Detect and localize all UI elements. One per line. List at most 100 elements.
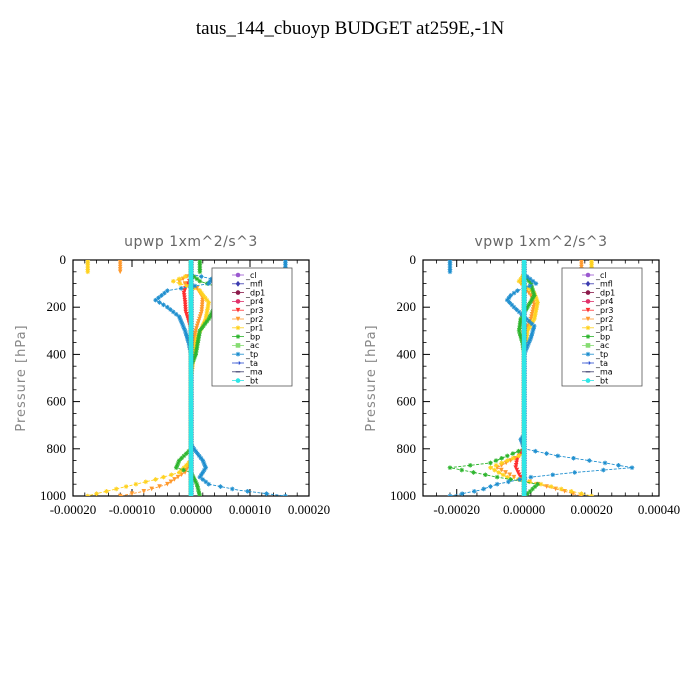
data-point bbox=[194, 323, 200, 329]
data-point bbox=[191, 446, 197, 452]
legend-marker bbox=[585, 316, 591, 322]
data-point bbox=[245, 488, 250, 494]
data-point bbox=[535, 481, 540, 487]
data-point bbox=[527, 323, 533, 329]
data-point bbox=[182, 295, 187, 301]
data-point bbox=[616, 463, 621, 468]
data-point bbox=[192, 354, 198, 360]
data-point bbox=[182, 281, 188, 286]
data-point bbox=[534, 302, 540, 308]
data-point bbox=[218, 484, 223, 489]
data-point bbox=[471, 488, 477, 494]
data-point bbox=[483, 472, 488, 478]
data-point bbox=[173, 465, 179, 470]
data-point bbox=[529, 330, 535, 336]
legend-label: _cl bbox=[595, 271, 607, 280]
data-point bbox=[589, 493, 594, 496]
y-tick-label: 0 bbox=[410, 252, 417, 267]
data-point bbox=[184, 314, 190, 319]
data-point bbox=[183, 451, 189, 456]
data-point bbox=[205, 304, 211, 310]
data-point bbox=[205, 302, 211, 308]
x-tick-label: 0.00020 bbox=[570, 502, 612, 517]
data-point bbox=[183, 307, 188, 312]
data-point bbox=[533, 309, 539, 315]
y-axis-label: Pressure [hPa] bbox=[364, 324, 379, 431]
data-point bbox=[197, 267, 203, 272]
legend-marker bbox=[585, 272, 591, 278]
data-point bbox=[195, 451, 200, 456]
data-point bbox=[179, 321, 185, 327]
data-point bbox=[196, 319, 201, 324]
data-point bbox=[499, 460, 504, 466]
data-point bbox=[177, 316, 183, 322]
data-point bbox=[117, 264, 123, 270]
legend-box bbox=[211, 267, 293, 387]
data-point bbox=[516, 472, 522, 478]
y-tick-label: 1000 bbox=[40, 488, 66, 503]
legend-label: _bp bbox=[245, 332, 260, 341]
data-point bbox=[197, 314, 203, 319]
data-point bbox=[526, 319, 532, 324]
data-point bbox=[527, 300, 533, 305]
data-point bbox=[571, 455, 576, 461]
data-point bbox=[197, 278, 203, 284]
data-point bbox=[524, 274, 530, 279]
data-point bbox=[199, 309, 204, 315]
data-point bbox=[518, 319, 523, 324]
data-point bbox=[181, 290, 187, 296]
data-point bbox=[85, 260, 91, 265]
data-point bbox=[531, 304, 536, 310]
data-point bbox=[529, 321, 535, 327]
data-point bbox=[199, 326, 204, 331]
y-tick-label: 800 bbox=[47, 441, 67, 456]
legend-marker bbox=[235, 290, 241, 295]
data-point bbox=[529, 314, 534, 319]
data-point bbox=[532, 314, 538, 319]
data-point bbox=[538, 481, 544, 487]
data-point bbox=[283, 260, 288, 265]
data-point bbox=[165, 481, 170, 487]
x-tick-label: -0.00010 bbox=[109, 502, 156, 517]
data-point bbox=[499, 467, 504, 473]
data-point bbox=[579, 264, 584, 270]
data-point bbox=[488, 465, 493, 470]
data-point bbox=[192, 477, 197, 482]
data-point bbox=[193, 479, 199, 485]
data-point bbox=[85, 493, 91, 496]
data-point bbox=[184, 335, 190, 341]
data-point bbox=[530, 295, 536, 301]
series-group bbox=[447, 260, 635, 496]
data-point bbox=[534, 297, 540, 303]
data-point bbox=[201, 460, 207, 466]
data-point bbox=[530, 288, 536, 293]
data-point bbox=[527, 276, 533, 282]
data-point bbox=[529, 311, 535, 317]
data-point bbox=[177, 281, 183, 286]
legend-marker bbox=[235, 272, 241, 278]
data-point bbox=[555, 453, 561, 459]
data-point bbox=[199, 274, 204, 279]
data-point bbox=[579, 260, 584, 265]
data-point bbox=[579, 262, 584, 268]
data-point bbox=[168, 479, 174, 485]
data-point bbox=[602, 460, 608, 466]
data-point bbox=[510, 451, 516, 456]
data-point bbox=[508, 477, 513, 482]
data-point bbox=[572, 470, 578, 475]
legend-label: _mfl bbox=[245, 280, 263, 289]
data-point bbox=[525, 276, 530, 282]
data-point bbox=[532, 311, 538, 317]
data-point bbox=[202, 463, 208, 468]
data-point bbox=[197, 316, 202, 322]
data-point bbox=[525, 342, 531, 348]
legend-marker bbox=[235, 299, 241, 304]
legend-label: _pr4 bbox=[595, 297, 613, 306]
data-point bbox=[548, 484, 554, 489]
x-tick-label: 0.00040 bbox=[638, 502, 680, 517]
legend-marker bbox=[235, 334, 241, 339]
data-point bbox=[529, 286, 535, 291]
data-point bbox=[511, 474, 517, 480]
x-tick-label: -0.00020 bbox=[50, 502, 97, 517]
data-point bbox=[113, 486, 119, 492]
